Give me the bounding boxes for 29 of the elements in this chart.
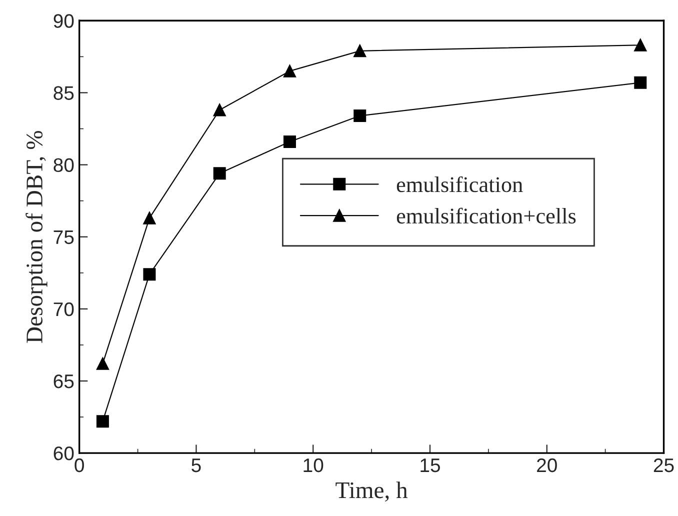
x-tick-label: 25 — [654, 458, 674, 472]
y-tick-label: 60 — [54, 446, 74, 460]
x-tick-label: 20 — [537, 458, 557, 472]
x-axis-title: Time, h — [336, 482, 408, 502]
y-tick-label: 75 — [54, 230, 74, 244]
y-tick-label: 85 — [54, 86, 74, 100]
point — [634, 76, 647, 89]
point — [96, 415, 109, 428]
point — [213, 167, 226, 180]
point — [283, 135, 296, 148]
legend-label: emulsification+cells — [396, 208, 576, 224]
point — [354, 44, 366, 58]
x-tick-label: 15 — [420, 458, 440, 472]
point — [143, 212, 156, 224]
y-tick-label: 70 — [54, 302, 74, 316]
x-tick-label: 0 — [74, 458, 84, 472]
x-tick-label: 10 — [304, 458, 324, 472]
point — [354, 110, 366, 122]
y-axis-title: Desorption of DBT, % — [26, 130, 48, 343]
legend-label: emulsification — [396, 176, 523, 192]
point — [213, 104, 226, 116]
x-tick-label: 5 — [192, 458, 201, 472]
point — [143, 268, 156, 281]
y-tick-label: 65 — [54, 374, 74, 388]
point — [283, 64, 296, 78]
y-tick-label: 80 — [54, 158, 74, 172]
point — [96, 357, 109, 370]
y-tick-label: 90 — [54, 14, 74, 28]
point — [634, 38, 647, 52]
